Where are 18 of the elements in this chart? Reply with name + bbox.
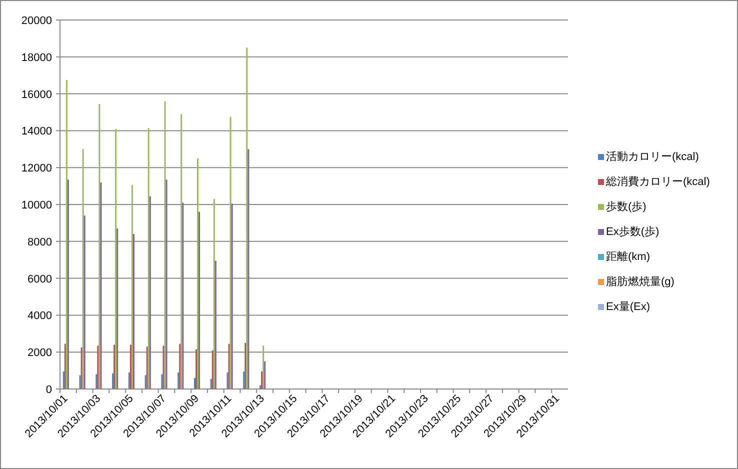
y-tick-label: 14000 <box>21 126 52 138</box>
legend-label: Ex歩数(歩) <box>606 225 660 238</box>
y-tick-label: 10000 <box>21 200 52 212</box>
y-tick-label: 0 <box>46 384 52 396</box>
legend-label: 活動カロリー(kcal) <box>606 151 699 163</box>
y-tick-label: 18000 <box>21 52 52 64</box>
y-tick-label: 16000 <box>21 88 52 101</box>
legend-label: 総消費カロリー(kcal) <box>605 175 710 188</box>
legend-label: 脂肪燃焼量(g) <box>606 275 674 288</box>
y-tick-label: 6000 <box>28 273 52 286</box>
y-tick-label: 20000 <box>21 15 52 27</box>
legend-label: 距離(km) <box>606 251 650 263</box>
legend-label: Ex量(Ex) <box>606 301 650 313</box>
legend-label: 歩数(歩) <box>606 200 646 213</box>
y-tick-label: 4000 <box>28 310 52 322</box>
y-tick-label: 8000 <box>28 236 52 248</box>
y-tick-label: 2000 <box>28 347 52 360</box>
y-tick-label: 12000 <box>21 162 52 175</box>
